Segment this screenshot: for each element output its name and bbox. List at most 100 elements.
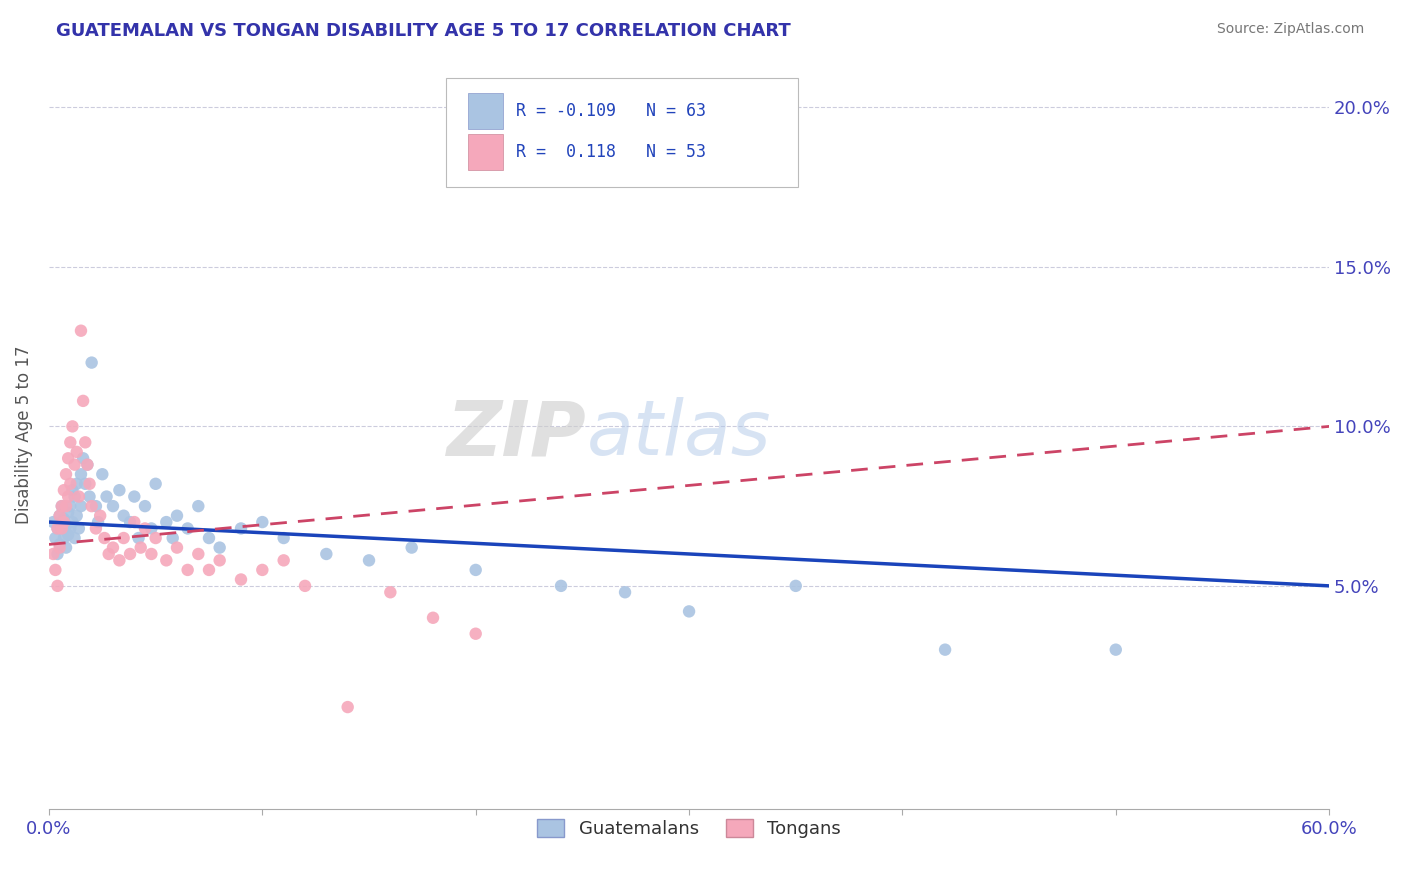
Point [67,521,90,535]
Point [76,458,98,472]
Point [84,521,107,535]
Point [96,490,118,504]
Point [59,435,82,450]
Point [66,508,89,523]
Point [128,531,150,545]
Point [52,515,75,529]
Point [112,508,135,523]
Point [46,521,69,535]
Point [315,547,337,561]
FancyBboxPatch shape [446,78,797,187]
Point [87,515,110,529]
Point [46,547,69,561]
Point [134,521,156,535]
Point [75,435,97,450]
Point [166,508,188,523]
Point [1105,642,1128,657]
Point [66,445,89,459]
Point [176,563,198,577]
Point [52,531,75,545]
Point [118,547,141,561]
Point [51,521,73,535]
Legend: Guatemalans, Tongans: Guatemalans, Tongans [530,812,848,845]
Point [785,579,807,593]
Point [51,521,73,535]
Point [70,499,93,513]
Point [108,553,131,567]
Point [91,467,114,482]
Point [273,531,295,545]
Point [44,531,66,545]
Point [79,476,101,491]
Point [124,490,146,504]
Point [59,499,82,513]
Point [166,541,188,555]
Point [70,467,93,482]
Point [357,553,380,567]
Point [52,483,75,498]
Point [97,547,120,561]
Point [55,518,77,533]
Point [84,499,107,513]
FancyBboxPatch shape [468,134,503,169]
Point [48,541,70,555]
Point [48,508,70,523]
Point [51,499,73,513]
Point [294,579,316,593]
Point [145,476,167,491]
Point [155,553,177,567]
Point [62,419,84,434]
Point [66,476,89,491]
Point [42,515,65,529]
Point [422,611,444,625]
Point [550,579,572,593]
Point [62,515,84,529]
Point [208,541,231,555]
Point [55,467,77,482]
Y-axis label: Disability Age 5 to 17: Disability Age 5 to 17 [15,345,32,524]
Text: R =  0.118   N = 53: R = 0.118 N = 53 [516,143,706,161]
Text: Source: ZipAtlas.com: Source: ZipAtlas.com [1216,22,1364,37]
Point [614,585,637,599]
FancyBboxPatch shape [468,94,503,129]
Point [118,515,141,529]
Point [62,483,84,498]
Point [380,585,402,599]
Point [46,521,69,535]
Point [155,515,177,529]
Point [198,563,221,577]
Point [252,515,274,529]
Point [208,553,231,567]
Point [56,528,79,542]
Point [51,499,73,513]
Point [124,515,146,529]
Point [63,490,86,504]
Point [75,476,97,491]
Point [162,531,184,545]
Point [187,547,209,561]
Point [336,700,359,714]
Point [129,541,152,555]
Point [198,531,221,545]
Point [55,499,77,513]
Point [229,573,252,587]
Point [46,579,69,593]
Point [108,483,131,498]
Point [141,521,163,535]
Point [48,508,70,523]
Point [56,506,79,520]
Point [76,458,98,472]
Point [55,541,77,555]
Point [56,451,79,466]
Point [134,499,156,513]
Point [464,626,486,640]
Point [79,490,101,504]
Point [678,604,700,618]
Point [187,499,209,513]
Point [52,512,75,526]
Point [145,531,167,545]
Point [101,499,124,513]
Point [80,356,103,370]
Point [59,476,82,491]
Point [101,541,124,555]
